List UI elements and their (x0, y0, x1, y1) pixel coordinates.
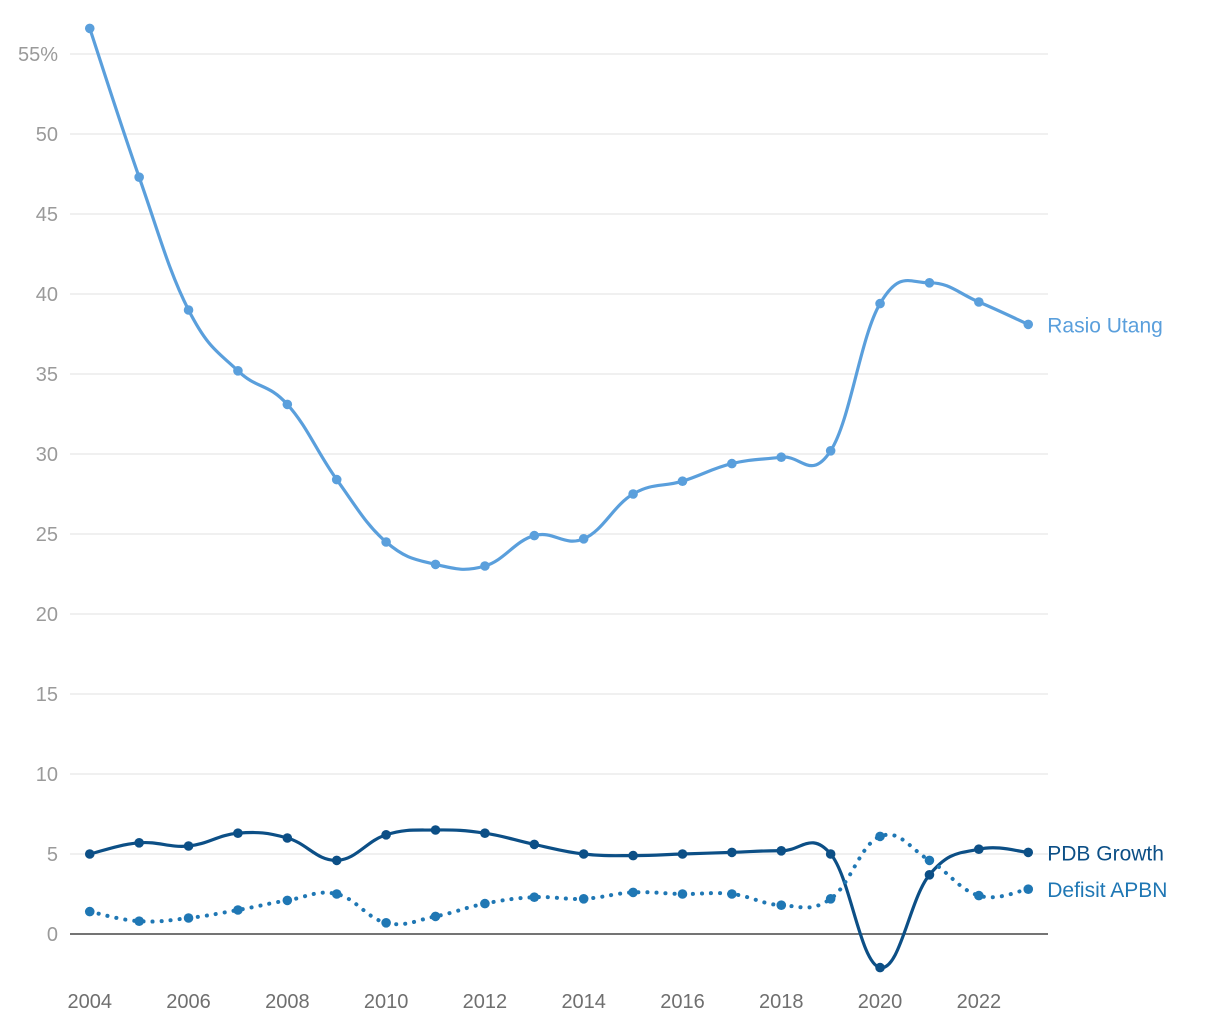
data-point (578, 894, 589, 904)
x-tick-label: 2014 (561, 991, 606, 1013)
data-point (381, 918, 391, 928)
data-point (331, 855, 342, 866)
data-point (776, 900, 787, 910)
data-point (134, 172, 144, 182)
series-label: Rasio Utang (1047, 314, 1163, 337)
y-tick-label: 35 (36, 364, 58, 386)
data-point (233, 905, 243, 915)
data-point (924, 870, 935, 880)
data-point (628, 887, 638, 898)
data-point (331, 474, 342, 485)
data-point (430, 911, 441, 922)
data-point (233, 828, 243, 838)
data-point (84, 849, 95, 859)
series-line (87, 832, 1031, 927)
x-axis: 2004 2006 2008 2010 2012 2014 2016 2018 2020 2022 (68, 991, 1002, 1013)
y-tick-label: 50 (36, 124, 58, 146)
y-axis: 0 5 10 15 20 25 30 35 40 45 50 55% (18, 44, 58, 946)
data-point (183, 305, 194, 315)
data-point (727, 847, 737, 858)
x-tick-label: 2020 (858, 991, 903, 1013)
y-tick-label: 55% (18, 44, 58, 66)
data-point (628, 850, 638, 861)
series-label: Defisit APBN (1047, 879, 1167, 902)
data-point (430, 559, 441, 570)
data-point (480, 828, 490, 838)
x-tick-label: 2008 (265, 991, 310, 1013)
data-point (677, 476, 688, 487)
data-point (578, 534, 589, 544)
data-point (875, 962, 885, 973)
gridlines (70, 53, 1048, 935)
x-tick-label: 2016 (660, 991, 705, 1013)
data-point (134, 916, 144, 926)
series-rasio-utang: Rasio Utang (84, 23, 1163, 571)
data-point (233, 366, 243, 376)
y-tick-label: 0 (47, 924, 58, 946)
data-point (183, 841, 194, 851)
data-point (529, 530, 540, 541)
series-line (88, 26, 1030, 571)
data-point (134, 838, 144, 848)
series-layer: Rasio Utang PDB Growth Defisit APBN (84, 23, 1167, 973)
data-point (727, 889, 737, 899)
data-point (974, 844, 984, 854)
y-tick-label: 30 (36, 444, 58, 466)
data-point (480, 898, 490, 909)
x-tick-label: 2018 (759, 991, 804, 1013)
data-point (84, 906, 95, 917)
data-point (875, 831, 885, 842)
data-point (282, 833, 293, 843)
x-tick-label: 2010 (364, 991, 409, 1013)
x-tick-label: 2022 (957, 991, 1002, 1013)
data-point (1023, 884, 1034, 894)
x-tick-label: 2012 (463, 991, 508, 1013)
data-point (578, 849, 589, 859)
data-point (875, 298, 885, 309)
data-point (529, 892, 540, 902)
series-defisit-apbn: Defisit APBN (84, 831, 1167, 928)
data-point (1023, 847, 1034, 858)
data-point (924, 278, 935, 288)
y-tick-label: 45 (36, 204, 58, 226)
data-point (825, 849, 836, 859)
data-point (282, 399, 293, 410)
data-point (84, 23, 95, 34)
data-point (628, 489, 638, 499)
data-point (381, 537, 391, 547)
series-pdb-growth: PDB Growth (84, 825, 1164, 973)
data-point (677, 889, 688, 899)
series-line (88, 828, 1030, 970)
data-point (776, 452, 787, 463)
y-tick-label: 40 (36, 284, 58, 306)
data-point (1023, 319, 1034, 330)
data-point (529, 839, 540, 850)
data-point (282, 895, 293, 906)
data-point (727, 458, 737, 469)
data-point (825, 894, 836, 904)
x-tick-label: 2004 (68, 991, 113, 1013)
data-point (974, 297, 984, 307)
y-tick-label: 5 (47, 844, 58, 866)
data-point (331, 889, 342, 899)
y-tick-label: 10 (36, 764, 58, 786)
data-point (381, 830, 391, 840)
x-tick-label: 2006 (166, 991, 211, 1013)
data-point (677, 849, 688, 859)
y-tick-label: 15 (36, 684, 58, 706)
y-tick-label: 25 (36, 524, 58, 546)
data-point (974, 890, 984, 901)
data-point (924, 855, 935, 866)
data-point (430, 825, 441, 835)
data-point (776, 846, 787, 856)
data-point (825, 446, 836, 456)
series-label: PDB Growth (1047, 842, 1164, 865)
data-point (480, 561, 490, 571)
data-point (183, 913, 194, 923)
y-tick-label: 20 (36, 604, 58, 626)
